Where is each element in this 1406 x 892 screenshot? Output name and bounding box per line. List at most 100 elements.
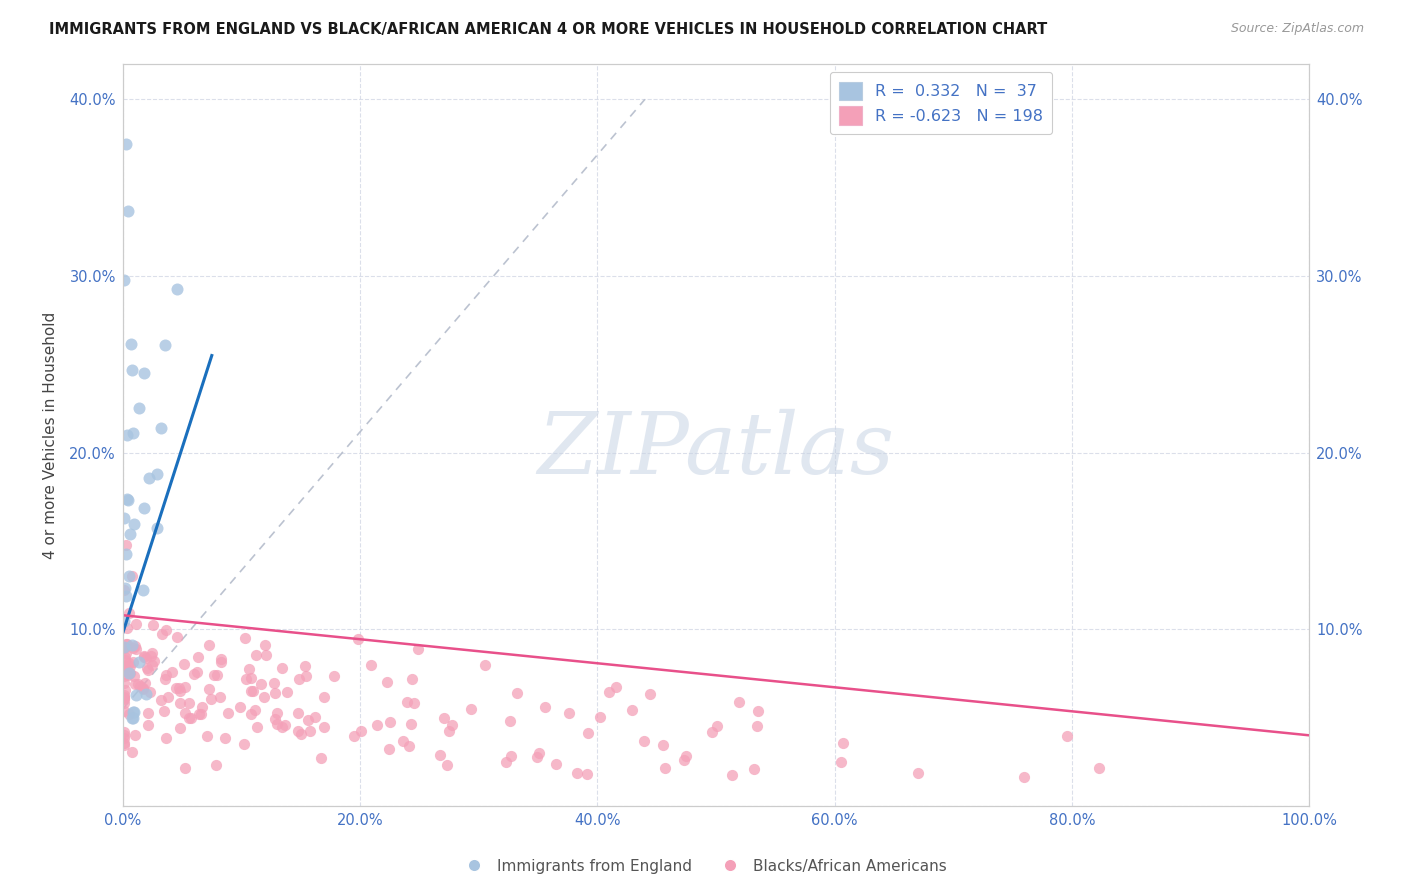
Point: [118, 607, 141, 621]
Point: [112, 660, 135, 674]
Point: [654, 761, 676, 775]
Point: [287, 723, 309, 738]
Point: [395, 695, 418, 709]
Text: IMMIGRANTS FROM ENGLAND VS BLACK/AFRICAN AMERICAN 4 OR MORE VEHICLES IN HOUSEHOL: IMMIGRANTS FROM ENGLAND VS BLACK/AFRICAN…: [49, 22, 1047, 37]
Point: [675, 748, 697, 763]
Point: [197, 638, 219, 652]
Point: [830, 756, 852, 770]
Point: [567, 765, 589, 780]
Point: [620, 703, 643, 717]
Point: [112, 725, 135, 739]
Point: [112, 688, 135, 702]
Point: [115, 537, 138, 551]
Point: [436, 758, 458, 772]
Point: [198, 681, 221, 696]
Point: [117, 428, 139, 442]
Point: [124, 728, 146, 742]
Point: [217, 706, 239, 720]
Point: [153, 672, 176, 686]
Point: [721, 767, 744, 781]
Point: [149, 693, 172, 707]
Point: [527, 746, 550, 760]
Point: [589, 710, 612, 724]
Point: [121, 638, 143, 652]
Point: [121, 425, 143, 440]
Point: [264, 686, 287, 700]
Point: [155, 337, 177, 351]
Point: [406, 641, 429, 656]
Point: [179, 696, 201, 710]
Point: [122, 517, 145, 532]
Point: [349, 723, 371, 738]
Point: [343, 729, 366, 743]
Point: [747, 704, 769, 718]
Point: [118, 666, 141, 681]
Point: [112, 728, 135, 742]
Point: [121, 711, 143, 725]
Point: [118, 666, 141, 681]
Point: [314, 720, 336, 734]
Point: [114, 682, 136, 697]
Point: [652, 738, 675, 752]
Point: [125, 641, 148, 656]
Point: [118, 527, 141, 541]
Point: [246, 720, 269, 734]
Point: [495, 755, 517, 769]
Point: [263, 675, 285, 690]
Point: [112, 675, 135, 690]
Point: [155, 667, 177, 681]
Point: [266, 706, 288, 720]
Point: [202, 668, 225, 682]
Point: [136, 663, 159, 677]
Point: [299, 723, 322, 738]
Point: [143, 654, 166, 668]
Point: [115, 637, 138, 651]
Point: [114, 581, 136, 595]
Point: [112, 659, 135, 673]
Point: [132, 681, 155, 696]
Point: [233, 632, 256, 646]
Point: [166, 630, 188, 644]
Point: [128, 401, 150, 415]
Y-axis label: 4 or more Vehicles in Household: 4 or more Vehicles in Household: [44, 311, 58, 558]
Point: [375, 674, 398, 689]
Point: [191, 700, 214, 714]
Point: [526, 749, 548, 764]
Point: [112, 692, 135, 706]
Point: [499, 714, 522, 728]
Point: [239, 684, 262, 698]
Point: [187, 650, 209, 665]
Text: ZIPatlas: ZIPatlas: [537, 409, 894, 491]
Point: [207, 667, 229, 681]
Point: [727, 695, 749, 709]
Point: [112, 731, 135, 745]
Point: [263, 712, 285, 726]
Point: [117, 492, 139, 507]
Point: [122, 711, 145, 725]
Point: [121, 745, 143, 759]
Point: [474, 658, 496, 673]
Point: [112, 668, 135, 682]
Point: [117, 203, 139, 218]
Point: [118, 568, 141, 582]
Point: [166, 282, 188, 296]
Point: [576, 726, 599, 740]
Point: [214, 731, 236, 745]
Point: [169, 681, 191, 695]
Point: [179, 711, 201, 725]
Point: [208, 690, 231, 705]
Point: [576, 767, 599, 781]
Point: [506, 686, 529, 700]
Point: [742, 762, 765, 776]
Legend: R =  0.332   N =  37, R = -0.623   N = 198: R = 0.332 N = 37, R = -0.623 N = 198: [830, 72, 1052, 135]
Point: [297, 714, 319, 728]
Point: [141, 617, 163, 632]
Point: [173, 657, 195, 672]
Point: [132, 681, 155, 696]
Point: [149, 420, 172, 434]
Point: [239, 671, 262, 685]
Point: [121, 569, 143, 583]
Point: [112, 705, 135, 719]
Point: [254, 648, 277, 663]
Point: [229, 700, 252, 714]
